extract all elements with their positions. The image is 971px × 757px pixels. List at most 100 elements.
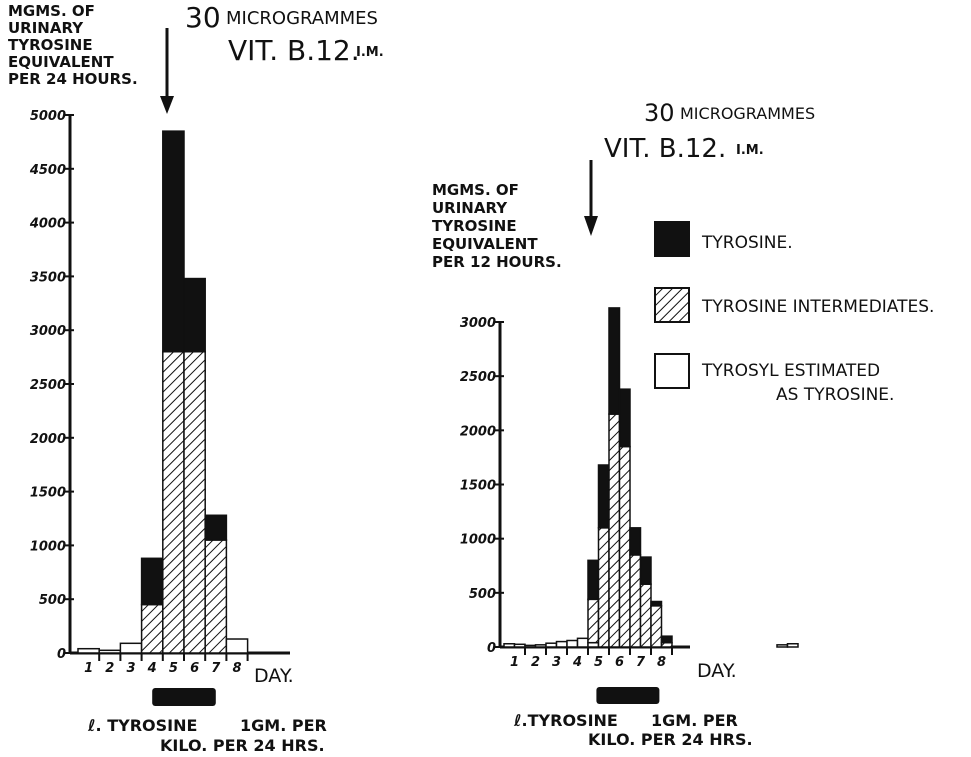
dose-note-line1b: 1GM. PER (240, 716, 327, 735)
bar-segment-tyrosine (618, 388, 631, 448)
bar-segment-tyrosyl (534, 644, 547, 648)
bar-segment-tyrosine (608, 307, 621, 415)
dose-note-line1b: 1GM. PER (651, 711, 738, 730)
bar-segment-tyrosine (204, 514, 228, 541)
ylabel-line: URINARY (8, 19, 84, 37)
dose-period-bar (152, 688, 216, 706)
ylabel-line: URINARY (432, 199, 508, 217)
x-tick-label: 7 (211, 661, 221, 676)
annotation-vitamin: VIT. B.12. (604, 134, 726, 164)
ylabel-line: EQUIVALENT (432, 235, 538, 253)
chart-left-annotation: 30 MICROGRAMMES VIT. B.12. I.M. (160, 1, 384, 114)
legend: TYROSINE. TYROSINE INTERMEDIATES. TYROSY… (654, 221, 934, 405)
y-tick-label: 3000 (460, 316, 496, 331)
x-tick-label: 1 (84, 661, 93, 676)
y-tick-label: 3000 (30, 324, 66, 339)
x-tick-label: 2 (531, 655, 540, 670)
bar-segment-intermediates (140, 603, 164, 654)
bar-segment-tyrosyl (576, 637, 589, 648)
legend-label-intermediates: TYROSINE INTERMEDIATES. (701, 297, 934, 317)
y-tick-label: 500 (469, 587, 496, 602)
bar-segment-tyrosyl (225, 638, 249, 654)
bar-segment-tyrosine (639, 556, 652, 585)
x-tick-label: 8 (232, 661, 241, 676)
x-axis-title: DAY. (254, 665, 294, 687)
annotation-dose-unit: MICROGRAMMES (226, 8, 378, 29)
bar-segment-intermediates (597, 527, 610, 648)
bar-segment-tyrosyl (776, 644, 789, 648)
chart-right: MGMS. OF URINARY TYROSINE EQUIVALENT PER… (432, 99, 815, 749)
y-tick-label: 0 (57, 647, 66, 662)
ylabel-line: TYROSINE (432, 217, 517, 235)
chart-left: MGMS. OF URINARY TYROSINE EQUIVALENT PER… (8, 1, 384, 755)
y-tick-label: 2500 (30, 378, 66, 393)
y-tick-label: 2500 (460, 370, 496, 385)
bar-segment-intermediates (629, 554, 642, 648)
annotation-dose-number: 30 (644, 99, 675, 127)
ylabel-line: TYROSINE (8, 36, 93, 54)
bar-segment-tyrosine (183, 277, 206, 353)
y-tick-label: 500 (39, 593, 66, 608)
dose-note-line2: KILO. PER 24 HRS. (588, 730, 753, 749)
bar-segment-tyrosine (629, 527, 642, 556)
annotation-route: I.M. (356, 45, 384, 60)
x-tick-label: 8 (657, 655, 666, 670)
bar-segment-tyrosyl (566, 639, 579, 648)
y-tick-label: 4500 (29, 163, 66, 178)
bar-segment-tyrosine (597, 464, 610, 529)
x-axis-title: DAY. (697, 660, 737, 682)
chart-right-ylabel: MGMS. OF URINARY TYROSINE EQUIVALENT PER… (432, 181, 562, 271)
legend-label-tyrosine: TYROSINE. (701, 233, 793, 253)
legend-label-tyrosyl: TYROSYL ESTIMATED (701, 361, 880, 381)
ylabel-line: PER 12 HOURS. (432, 253, 562, 271)
injection-arrow-head (584, 216, 598, 236)
bar-segment-intermediates (204, 539, 228, 654)
legend-swatch-tyrosine (654, 221, 690, 257)
y-tick-label: 5000 (30, 109, 66, 124)
x-tick-label: 6 (190, 661, 199, 676)
injection-arrow-head (160, 96, 174, 114)
x-tick-label: 1 (510, 655, 519, 670)
annotation-route: I.M. (736, 143, 764, 158)
bar-segment-tyrosyl (786, 643, 799, 648)
y-tick-label: 1000 (30, 539, 66, 554)
x-tick-label: 5 (594, 655, 603, 670)
x-tick-label: 4 (572, 655, 582, 670)
chart-left-ylabel: MGMS. OF URINARY TYROSINE EQUIVALENT PER… (8, 2, 138, 88)
bar-segment-tyrosyl (555, 640, 568, 648)
bar-segment-intermediates (639, 583, 652, 648)
bar-segment-tyrosine (587, 559, 600, 601)
y-tick-label: 0 (487, 641, 496, 656)
ylabel-line: EQUIVALENT (8, 53, 114, 71)
dose-period-bar (596, 687, 660, 704)
annotation-dose-number: 30 (185, 1, 221, 34)
bar-segment-tyrosyl (545, 642, 558, 648)
bar-segment-tyrosyl (513, 643, 526, 648)
ylabel-line: MGMS. OF (432, 181, 519, 199)
bar-segment-tyrosine (162, 130, 185, 353)
x-tick-label: 5 (169, 661, 178, 676)
dose-note-line1: ℓ. TYROSINE (87, 716, 197, 735)
y-tick-label: 1000 (460, 533, 496, 548)
x-tick-label: 7 (636, 655, 646, 670)
bar-segment-intermediates (608, 413, 621, 648)
dose-note-line1: ℓ.TYROSINE (513, 711, 618, 730)
x-tick-label: 2 (105, 661, 114, 676)
x-tick-label: 3 (126, 661, 135, 676)
x-tick-label: 4 (147, 661, 157, 676)
legend-swatch-tyrosyl (654, 353, 690, 389)
annotation-vitamin: VIT. B.12. (228, 34, 360, 67)
bar-segment-intermediates (650, 605, 663, 648)
legend-label-tyrosyl-line2: AS TYROSINE. (776, 385, 894, 405)
bar-segment-tyrosine (650, 600, 663, 607)
ylabel-line: PER 24 HOURS. (8, 70, 138, 88)
bar-segment-intermediates (162, 350, 185, 654)
y-tick-label: 4000 (29, 217, 66, 232)
x-tick-label: 3 (552, 655, 561, 670)
y-tick-label: 1500 (460, 479, 496, 494)
bar-segment-tyrosyl (98, 649, 122, 654)
legend-swatch-intermediates (654, 287, 690, 323)
bar-segment-tyrosyl (77, 647, 100, 654)
bar-segment-tyrosine (140, 557, 164, 606)
